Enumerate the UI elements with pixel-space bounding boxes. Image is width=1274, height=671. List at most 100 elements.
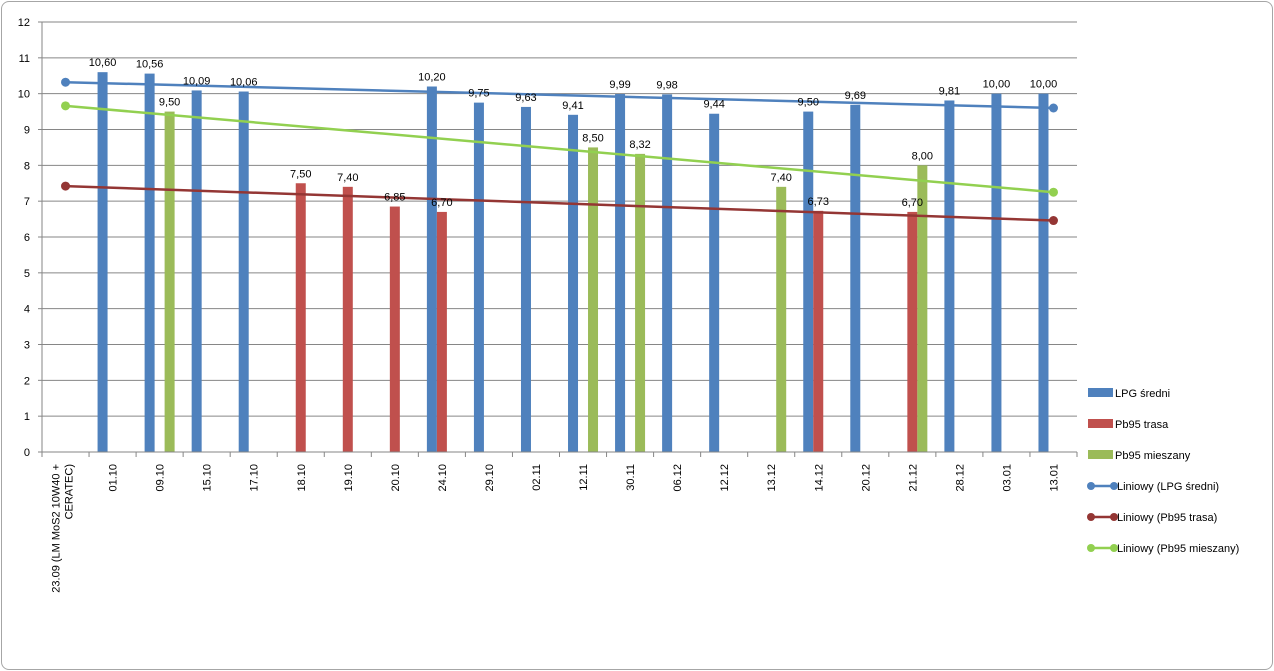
trendlines bbox=[61, 77, 1058, 226]
data-label: 10,60 bbox=[89, 57, 117, 69]
x-tick-label: 09.10 bbox=[155, 464, 167, 492]
bar-pb95-mieszany bbox=[776, 186, 787, 453]
y-tick-label: 3 bbox=[24, 340, 30, 352]
bar-lpg-średni bbox=[568, 114, 579, 452]
x-tick-label: 17.10 bbox=[249, 464, 261, 492]
bar-lpg-średni bbox=[520, 106, 531, 453]
data-label: 9,81 bbox=[939, 85, 960, 97]
data-label: 8,32 bbox=[629, 139, 650, 151]
bar-pb95-mieszany bbox=[164, 111, 175, 452]
legend-swatch bbox=[1088, 419, 1113, 428]
gridlines bbox=[42, 21, 1077, 417]
data-labels: 10,60 10,56 10,09 10,06 10,20 9,75 9,63 9,41 9,9… bbox=[89, 57, 1057, 209]
y-tick-label: 12 bbox=[18, 17, 30, 29]
legend-marker bbox=[1087, 482, 1095, 490]
legend-label: LPG średni bbox=[1115, 388, 1170, 400]
bar-pb95-trasa bbox=[342, 186, 353, 453]
x-tick-label: 20.10 bbox=[390, 464, 402, 492]
bar-lpg-średni bbox=[144, 73, 155, 452]
legend-marker bbox=[1110, 482, 1118, 490]
trendline-marker bbox=[61, 101, 71, 111]
x-tick-label: 19.10 bbox=[343, 464, 355, 492]
data-label: 10,20 bbox=[418, 72, 446, 84]
data-label: 7,50 bbox=[290, 168, 311, 180]
x-tick-label: 12.11 bbox=[578, 464, 590, 491]
trendline-marker bbox=[1048, 216, 1058, 226]
legend-label: Liniowy (Pb95 mieszany) bbox=[1117, 543, 1239, 555]
data-label: 8,00 bbox=[912, 150, 933, 162]
trendline bbox=[65, 104, 1054, 194]
bar-pb95-mieszany bbox=[635, 153, 646, 452]
data-label: 9,50 bbox=[798, 97, 819, 109]
x-tick-label: 23.09 (LM MoS2 10W40 + bbox=[51, 464, 63, 593]
bar-pb95-trasa bbox=[295, 183, 306, 452]
data-label: 9,44 bbox=[703, 99, 724, 111]
data-label: 9,50 bbox=[159, 97, 180, 109]
data-label: 9,69 bbox=[845, 90, 866, 102]
trendline-marker bbox=[61, 77, 71, 87]
legend-marker bbox=[1087, 544, 1095, 552]
x-tick-label: 12.12 bbox=[719, 464, 731, 492]
legend-swatch bbox=[1088, 388, 1113, 397]
y-tick-label: 0 bbox=[24, 447, 30, 459]
trendline bbox=[65, 184, 1054, 222]
y-tick-label: 1 bbox=[24, 411, 30, 423]
bar-pb95-trasa bbox=[436, 211, 447, 452]
x-tick-label: 24.10 bbox=[437, 464, 449, 492]
bar-lpg-średni bbox=[238, 91, 249, 453]
bars bbox=[97, 72, 1049, 453]
y-tick-label: 5 bbox=[24, 268, 30, 280]
data-label: 10,56 bbox=[136, 59, 164, 71]
x-tick-label: 21.12 bbox=[907, 464, 919, 492]
trendline-marker bbox=[61, 181, 71, 191]
bar-pb95-trasa bbox=[907, 211, 918, 452]
bar-lpg-średni bbox=[662, 94, 673, 452]
bar-lpg-średni bbox=[850, 104, 861, 453]
x-tick-label: 06.12 bbox=[672, 464, 684, 492]
legend-label: Pb95 mieszany bbox=[1115, 450, 1191, 462]
trendline-marker bbox=[1048, 187, 1058, 197]
data-label: 10,00 bbox=[1030, 79, 1058, 91]
y-tick-label: 9 bbox=[24, 125, 30, 137]
data-label: 9,99 bbox=[609, 79, 630, 91]
y-tick-label: 10 bbox=[18, 89, 30, 101]
data-label: 6,73 bbox=[808, 196, 829, 208]
y-tick-label: 8 bbox=[24, 160, 30, 172]
legend-label: Liniowy (LPG średni) bbox=[1117, 481, 1219, 493]
legend-marker bbox=[1110, 544, 1118, 552]
x-tick-label: 30.11 bbox=[625, 464, 637, 491]
legend-marker bbox=[1087, 513, 1095, 521]
x-tick-label: 13.12 bbox=[766, 464, 778, 492]
x-tick-label: 02.11 bbox=[531, 464, 543, 491]
bar-lpg-średni bbox=[97, 72, 108, 453]
legend-label: Liniowy (Pb95 trasa) bbox=[1117, 512, 1217, 524]
legend-marker bbox=[1110, 513, 1118, 521]
x-tick-label: 14.12 bbox=[813, 464, 825, 492]
bar-pb95-mieszany bbox=[588, 147, 599, 452]
bar-lpg-średni bbox=[944, 100, 955, 452]
x-tick-label: 28.12 bbox=[954, 464, 966, 492]
y-tick-label: 7 bbox=[24, 196, 30, 208]
bar-lpg-średni bbox=[426, 86, 437, 452]
y-tick-label: 4 bbox=[24, 304, 30, 316]
legend-swatch bbox=[1088, 450, 1113, 459]
x-tick-label: CERATEC) bbox=[64, 464, 76, 519]
y-tick-label: 11 bbox=[19, 53, 30, 65]
bar-lpg-średni bbox=[803, 111, 814, 452]
bar-lpg-średni bbox=[991, 93, 1002, 453]
x-tick-label: 13.01 bbox=[1048, 464, 1060, 492]
bar-lpg-średni bbox=[1038, 93, 1049, 453]
bar-lpg-średni bbox=[615, 94, 626, 453]
data-label: 6,85 bbox=[384, 192, 405, 204]
bar-pb95-mieszany bbox=[917, 165, 928, 453]
data-label: 7,40 bbox=[770, 172, 791, 184]
data-label: 9,63 bbox=[515, 92, 536, 104]
data-label: 9,98 bbox=[656, 79, 677, 91]
data-label: 10,09 bbox=[183, 75, 211, 87]
x-tick-label: 01.10 bbox=[108, 464, 120, 492]
data-label: 9,41 bbox=[562, 100, 583, 112]
bar-pb95-trasa bbox=[813, 210, 824, 452]
trendline-marker bbox=[1048, 103, 1058, 113]
bar-lpg-średni bbox=[191, 90, 202, 453]
